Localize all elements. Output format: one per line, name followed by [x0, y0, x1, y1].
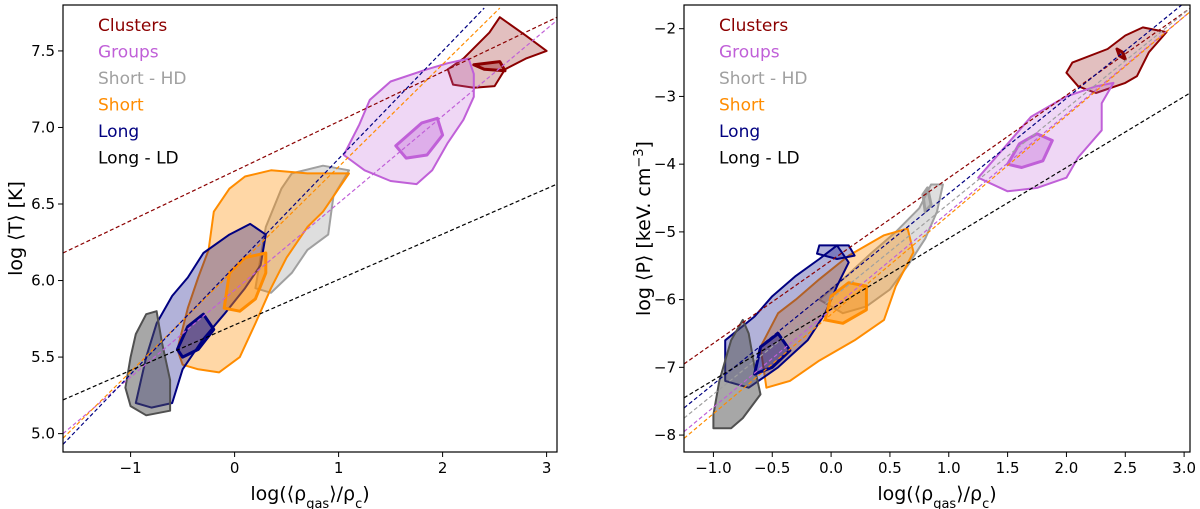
plot-area: [63, 7, 557, 445]
short-fit-line: [63, 7, 501, 439]
legend-entry: Short - HD: [98, 69, 186, 89]
groups-outer-contour: [342, 57, 475, 186]
x-tick-label: −0.5: [754, 459, 790, 477]
x-tick-label: 2.5: [1113, 459, 1137, 477]
legend: Clusters Groups Short - HD Short Long Long - …: [98, 16, 186, 169]
legend-entry: Clusters: [719, 16, 788, 36]
short-hd-outer-contour: [818, 183, 944, 315]
clusters-fit-line: [684, 7, 1190, 365]
short-hd-inner-contour: [921, 186, 933, 214]
x-tick-label: 0: [230, 459, 240, 477]
clusters-inner-contour: [472, 60, 507, 73]
legend-entry: Long: [98, 122, 139, 142]
pressure-density-plot: −1.0 −0.5 0.0 0.5 1.0 1.5 2.0 2.5 3.0 −8 −7 −6 −5 −4 −…: [632, 4, 1196, 509]
groups-inner-contour: [394, 116, 445, 160]
y-tick-label: −8: [654, 426, 676, 444]
legend: Clusters Groups Short - HD Short Long Long - …: [719, 16, 807, 169]
x-tick-label: 0.5: [878, 459, 902, 477]
legend-entry: Short: [719, 96, 765, 116]
x-tick-label: 1.5: [996, 459, 1020, 477]
legend-entry: Groups: [98, 43, 159, 63]
legend-entry: Short: [98, 96, 144, 116]
x-tick-label: −1: [120, 459, 142, 477]
x-tick-label: 3: [542, 459, 552, 477]
groups-fit-line: [684, 11, 1190, 433]
groups-inner-contour: [1006, 132, 1054, 169]
short-hd-fit-line: [684, 7, 1190, 419]
y-tick-label: −4: [654, 155, 676, 173]
y-tick-label: 7.5: [31, 42, 55, 60]
legend-entry: Long - LD: [719, 149, 800, 169]
x-tick-label: 3.0: [1172, 459, 1196, 477]
y-tick-label: −3: [654, 87, 676, 105]
y-tick-label: 6.0: [31, 272, 55, 290]
legend-entry: Long - LD: [98, 149, 179, 169]
x-tick-label: −1.0: [695, 459, 731, 477]
long-inner-contour: [753, 332, 792, 376]
y-axis-label: log ⟨T⟩ [K]: [5, 181, 27, 276]
legend-entry: Short - HD: [719, 69, 807, 89]
long-fit-line: [684, 5, 1183, 409]
y-axis-label: log ⟨P⟩ [keV. cm−3]: [632, 141, 656, 316]
y-tick-label: 7.0: [31, 118, 55, 136]
y-tick-label: 6.5: [31, 195, 55, 213]
x-tick-label: 1: [334, 459, 344, 477]
legend-entry: Groups: [719, 43, 780, 63]
axes-frame: [683, 4, 1191, 453]
x-axis-label: log(⟨ρgas⟩/ρc): [250, 483, 369, 509]
long-fit-line: [63, 7, 485, 445]
x-axis-label: log(⟨ρgas⟩/ρc): [877, 483, 996, 509]
long-ld-fit-line: [684, 92, 1190, 399]
y-tick-label: 5.5: [31, 348, 55, 366]
legend-entry: Clusters: [98, 16, 167, 36]
short-inner-contour: [823, 281, 868, 325]
y-tick-label: −7: [654, 358, 676, 376]
y-tick-label: 5.0: [31, 425, 55, 443]
legend-entry: Long: [719, 122, 760, 142]
temperature-density-plot: −1 0 1 2 3 5.0 5.5 6.0 6.5 7.0 7.5 log(⟨ρgas⟩/ρc) lo…: [5, 4, 558, 509]
x-tick-label: 2.0: [1055, 459, 1079, 477]
plot-area: [684, 5, 1190, 439]
short-outer-contour: [176, 169, 350, 374]
clusters-fit-line: [63, 16, 557, 254]
y-tick-label: −2: [654, 20, 676, 38]
x-tick-label: 2: [438, 459, 448, 477]
x-tick-label: 0.0: [819, 459, 843, 477]
x-tick-label: 1.0: [937, 459, 961, 477]
y-tick-label: −5: [654, 223, 676, 241]
y-tick-label: −6: [654, 291, 676, 309]
axes-frame: [62, 4, 558, 453]
groups-fit-line: [63, 19, 557, 435]
long-detached-outer-contour: [816, 244, 856, 260]
long-inner-contour: [175, 312, 216, 359]
long-ld-fit-line: [63, 183, 557, 401]
